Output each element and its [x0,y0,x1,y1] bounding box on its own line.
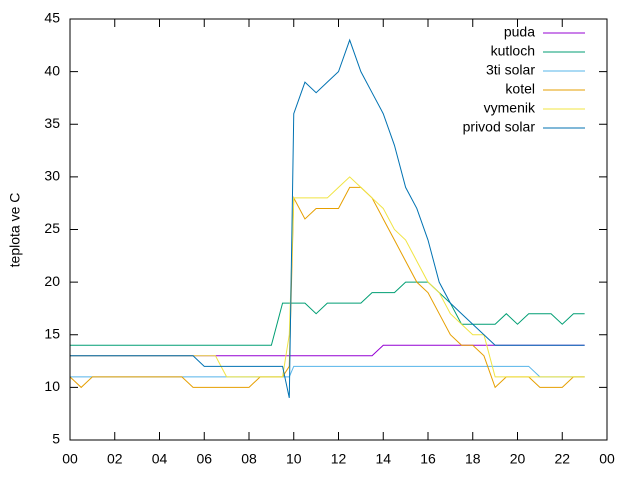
legend-label: privod solar [463,119,536,135]
series-line [70,281,585,346]
x-tick-label: 20 [510,451,526,467]
series-line [70,38,585,399]
x-tick-label: 06 [196,451,212,467]
y-tick-label: 35 [44,115,60,131]
plot-border [69,18,608,441]
y-tick-label: 25 [44,220,60,236]
x-tick-label: 02 [107,451,123,467]
y-tick-label: 45 [44,10,60,26]
y-tick-label: 10 [44,378,60,394]
y-tick-label: 30 [44,168,60,184]
x-tick-label: 00 [599,451,615,467]
series-line [70,365,585,378]
x-tick-label: 10 [286,451,302,467]
series-line [70,344,585,357]
y-axis-label: teplota ve C [7,193,23,268]
x-tick-label: 22 [554,451,570,467]
x-tick-label: 14 [375,451,391,467]
series-line [70,176,585,378]
legend-label: vymenik [484,100,536,116]
x-tick-label: 16 [420,451,436,467]
x-tick-label: 18 [465,451,481,467]
y-tick-label: 15 [44,325,60,341]
x-tick-label: 04 [152,451,168,467]
x-tick-label: 12 [331,451,347,467]
legend-label: 3ti solar [486,62,535,78]
legend-label: puda [504,24,535,40]
series-line [69,186,585,389]
y-tick-label: 20 [44,273,60,289]
legend-label: kotel [505,81,535,97]
legend-label: kutloch [491,43,535,59]
x-tick-label: 00 [62,451,78,467]
x-tick-label: 08 [241,451,257,467]
y-tick-label: 5 [52,431,60,447]
y-tick-label: 40 [44,62,60,78]
